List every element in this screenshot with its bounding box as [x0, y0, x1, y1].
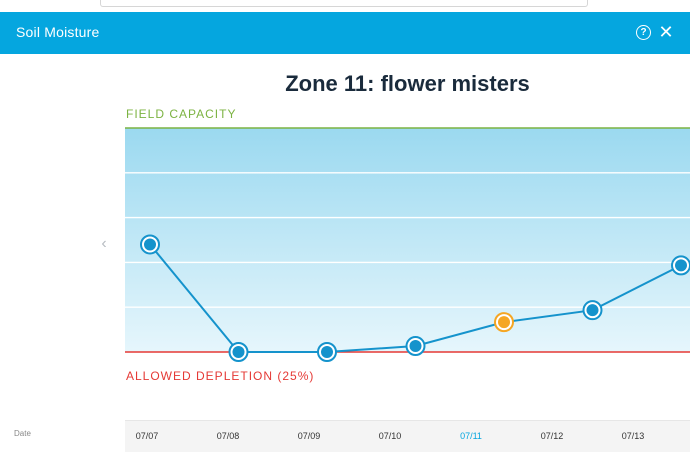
date-tick: 07/13 [621, 431, 645, 441]
allowed-depletion-label: ALLOWED DEPLETION (25%) [126, 369, 315, 383]
field-capacity-label: FIELD CAPACITY [126, 107, 237, 121]
date-axis-label: Date [14, 429, 31, 438]
data-point-fill [498, 316, 510, 329]
top-strip [0, 0, 690, 12]
date-tick-today: 07/11 [460, 431, 482, 441]
date-tick: 07/12 [540, 431, 564, 441]
data-point-fill [409, 340, 422, 353]
date-tick: 07/08 [216, 431, 240, 441]
data-point-fill [675, 259, 687, 272]
date-axis: 07/07 07/08 07/09 07/10 07/11 07/12 07/13 [125, 420, 690, 452]
help-icon[interactable]: ? [636, 25, 651, 40]
data-point-fill [321, 346, 333, 358]
chevron-left-icon[interactable]: ‹ [101, 235, 107, 252]
date-tick: 07/07 [135, 431, 159, 441]
dialog-title: Soil Moisture [16, 24, 100, 40]
data-point-fill [232, 346, 245, 358]
data-point-fill [586, 304, 599, 317]
chart-title: Zone 11: flower misters [285, 71, 530, 96]
close-icon[interactable]: ✕ [658, 22, 674, 42]
date-tick: 07/10 [378, 431, 402, 441]
date-tick: 07/09 [297, 431, 321, 441]
data-point-fill [144, 238, 156, 251]
soil-moisture-chart [125, 127, 690, 362]
dialog-titlebar: Soil Moisture ? ✕ [0, 12, 690, 54]
moisture-points [140, 234, 690, 362]
underlying-frame-edge [100, 0, 588, 7]
